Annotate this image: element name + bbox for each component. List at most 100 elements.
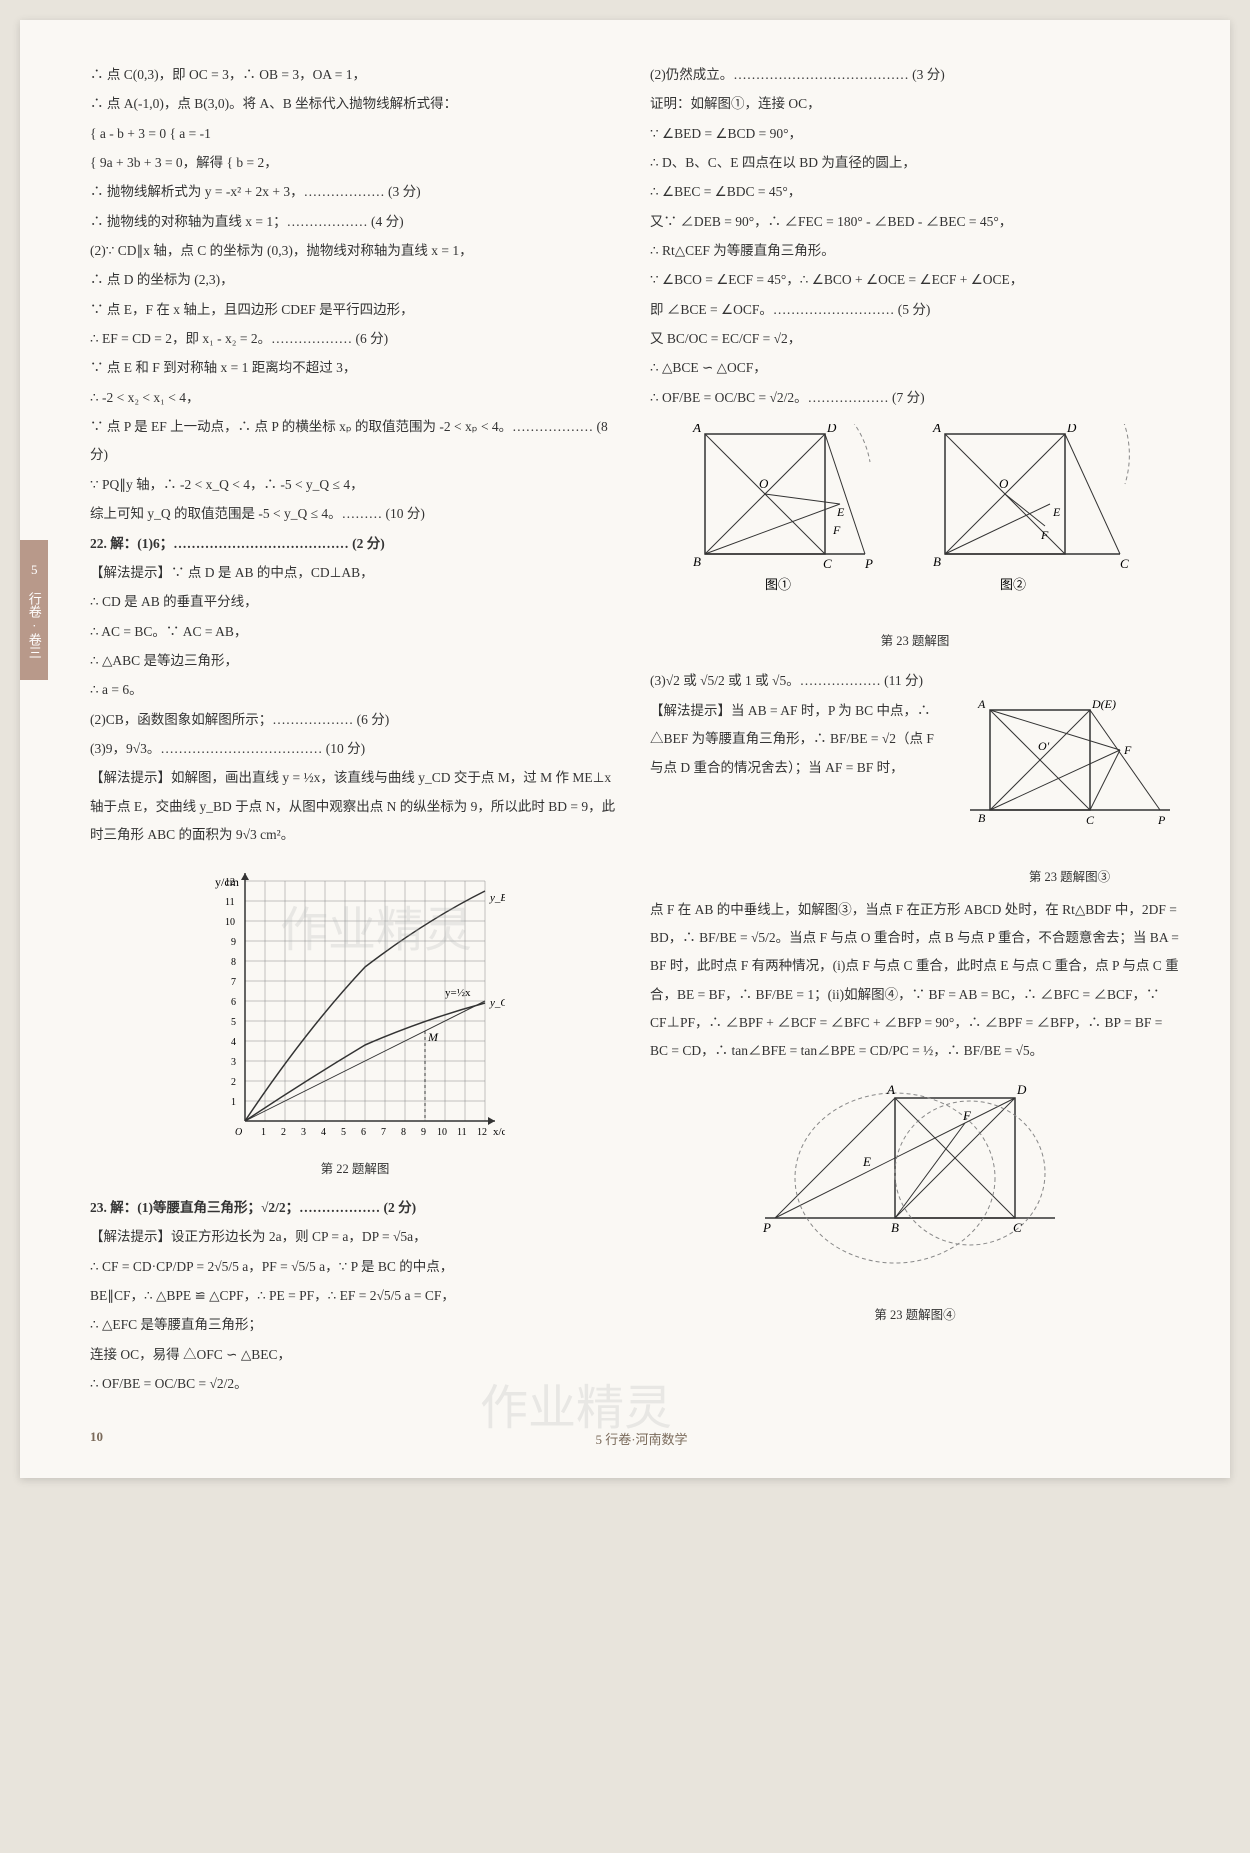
svg-text:C: C (1013, 1220, 1022, 1235)
text-line: ∴ OF/BE = OC/BC = √2/2。 (90, 1370, 620, 1398)
chart-svg: M y/cm y_BD y=½x y_CD 123456789101112 O … (205, 861, 505, 1141)
text-line: ∵ PQ∥y 轴，∴ -2 < x_Q < 4，∴ -5 < y_Q ≤ 4， (90, 471, 620, 499)
svg-text:A: A (692, 424, 701, 435)
q23-header: 23. 解：(1)等腰直角三角形；√2/2；……………… (2 分) (90, 1194, 620, 1222)
svg-text:M: M (427, 1030, 439, 1044)
svg-text:A: A (932, 424, 941, 435)
q22-header: 22. 解：(1)6；………………………………… (2 分) (90, 530, 620, 558)
text-line: 【解法提示】当 AB = AF 时，P 为 BC 中点，∴ △BEF 为等腰直角… (650, 697, 949, 782)
fig-pair-svg: A D B C P O E F 图① (675, 424, 1155, 614)
text-line: ∴ 抛物线的对称轴为直线 x = 1；……………… (4 分) (90, 208, 620, 236)
svg-text:C: C (823, 556, 832, 571)
svg-text:P: P (762, 1220, 771, 1235)
text-line: (2)CB，函数图象如解图所示；……………… (6 分) (90, 706, 620, 734)
svg-text:A: A (886, 1082, 895, 1097)
fig4-svg: A D B C P E F (755, 1078, 1075, 1288)
fig1-label: 图① (765, 577, 791, 592)
text-line: ∵ 点 E 和 F 到对称轴 x = 1 距离均不超过 3， (90, 354, 620, 382)
svg-text:B: B (693, 554, 701, 569)
text-line: BE∥CF，∴ △BPE ≌ △CPF，∴ PE = PF，∴ EF = 2√5… (90, 1282, 620, 1310)
svg-text:O: O (999, 476, 1009, 491)
text-line: 点 F 在 AB 的中垂线上，如解图③，当点 F 在正方形 ABCD 处时，在 … (650, 896, 1180, 1066)
text-line: 综上可知 y_Q 的取值范围是 -5 < y_Q ≤ 4。……… (10 分) (90, 500, 620, 528)
svg-text:B: B (891, 1220, 899, 1235)
svg-text:B: B (978, 811, 986, 825)
text-line: ∴ △BCE ∽ △OCF， (650, 354, 1180, 382)
svg-text:4: 4 (321, 1127, 326, 1138)
svg-text:D: D (1066, 424, 1077, 435)
svg-text:E: E (836, 505, 845, 519)
svg-text:11: 11 (457, 1127, 467, 1138)
svg-text:y_CD: y_CD (489, 997, 505, 1009)
footer-text: 5 行卷·河南数学 (595, 1429, 687, 1448)
svg-text:E: E (1052, 505, 1061, 519)
text-line: ∴ 点 A(-1,0)，点 B(3,0)。将 A、B 坐标代入抛物线解析式得： (90, 90, 620, 118)
svg-text:F: F (1123, 743, 1132, 757)
svg-text:1: 1 (231, 1097, 236, 1108)
svg-text:12: 12 (225, 877, 235, 888)
svg-text:F: F (962, 1108, 972, 1123)
svg-text:8: 8 (231, 957, 236, 968)
text-line: 证明：如解图①，连接 OC， (650, 90, 1180, 118)
fig2-label: 图② (1000, 577, 1026, 592)
q23-fig-pair: A D B C P O E F 图① (650, 424, 1180, 655)
svg-text:F: F (832, 523, 841, 537)
svg-text:P: P (1157, 813, 1166, 827)
text-line: ∴ ∠BEC = ∠BDC = 45°， (650, 178, 1180, 206)
chart-caption: 第 22 题解图 (90, 1156, 620, 1182)
q23-fig4: A D B C P E F 第 23 题解图④ (650, 1078, 1180, 1329)
page: 5 行卷·卷三 作业精灵 作业精灵 ∴ 点 C(0,3)，即 OC = 3，∴ … (20, 20, 1230, 1478)
text-line: ∴ AC = BC。∵ AC = AB， (90, 618, 620, 646)
svg-text:3: 3 (231, 1057, 236, 1068)
svg-text:y_BD: y_BD (489, 892, 505, 904)
fig4-caption: 第 23 题解图④ (650, 1302, 1180, 1328)
text-line: (2)仍然成立。………………………………… (3 分) (650, 61, 1180, 89)
svg-text:E: E (862, 1154, 871, 1169)
svg-text:6: 6 (231, 997, 236, 1008)
columns: ∴ 点 C(0,3)，即 OC = 3，∴ OB = 3，OA = 1， ∴ 点… (90, 60, 1180, 1399)
text-line: (2)∵ CD∥x 轴，点 C 的坐标为 (0,3)，抛物线对称轴为直线 x =… (90, 237, 620, 265)
text-line: ∵ 点 P 是 EF 上一动点，∴ 点 P 的横坐标 xₚ 的取值范围为 -2 … (90, 413, 620, 470)
side-tab: 5 行卷·卷三 (20, 540, 48, 680)
text-line: ∵ ∠BCO = ∠ECF = 45°，∴ ∠BCO + ∠OCE = ∠ECF… (650, 266, 1180, 294)
svg-text:O: O (759, 476, 769, 491)
q23-fig3: A D(E) B C P O' F 第 23 题解图③ (959, 700, 1180, 891)
page-footer: 10 5 行卷·河南数学 (90, 1429, 1180, 1448)
svg-text:5: 5 (341, 1127, 346, 1138)
svg-text:A: A (977, 700, 986, 711)
svg-text:P: P (864, 556, 873, 571)
left-column: ∴ 点 C(0,3)，即 OC = 3，∴ OB = 3，OA = 1， ∴ 点… (90, 60, 620, 1399)
svg-text:C: C (1120, 556, 1129, 571)
text-line: ∴ 抛物线解析式为 y = -x² + 2x + 3，……………… (3 分) (90, 178, 620, 206)
text-line: 【解法提示】∵ 点 D 是 AB 的中点，CD⊥AB， (90, 559, 620, 587)
text-line: ∴ 点 C(0,3)，即 OC = 3，∴ OB = 3，OA = 1， (90, 61, 620, 89)
q22-chart: M y/cm y_BD y=½x y_CD 123456789101112 O … (90, 861, 620, 1182)
svg-text:11: 11 (225, 897, 235, 908)
svg-text:12: 12 (477, 1127, 487, 1138)
text-line: ∴ EF = CD = 2，即 x₁ - x₂ = 2。……………… (6 分) (90, 325, 620, 353)
svg-text:9: 9 (231, 937, 236, 948)
fig-pair-caption: 第 23 题解图 (650, 628, 1180, 654)
svg-text:10: 10 (437, 1127, 447, 1138)
text-line: (3)9，9√3。……………………………… (10 分) (90, 735, 620, 763)
text-line: ∴ OF/BE = OC/BC = √2/2。……………… (7 分) (650, 384, 1180, 412)
svg-text:10: 10 (225, 917, 235, 928)
text-line: ∵ ∠BED = ∠BCD = 90°， (650, 120, 1180, 148)
text-line: ∴ △ABC 是等边三角形， (90, 647, 620, 675)
svg-text:D: D (1016, 1082, 1027, 1097)
svg-text:6: 6 (361, 1127, 366, 1138)
text-line: ∴ D、B、C、E 四点在以 BD 为直径的圆上， (650, 149, 1180, 177)
text-line: { 9a + 3b + 3 = 0，解得 { b = 2， (90, 149, 620, 177)
text-line: (3)√2 或 √5/2 或 1 或 √5。……………… (11 分) (650, 667, 1180, 695)
text-line: ∴ a = 6。 (90, 676, 620, 704)
svg-text:F: F (1040, 528, 1049, 542)
text-line: ∴ Rt△CEF 为等腰直角三角形。 (650, 237, 1180, 265)
text-line: ∴ -2 < x₂ < x₁ < 4， (90, 384, 620, 412)
text-line: 【解法提示】如解图，画出直线 y = ½x，该直线与曲线 y_CD 交于点 M，… (90, 764, 620, 849)
text-line: ∴ 点 D 的坐标为 (2,3)， (90, 266, 620, 294)
text-line: 即 ∠BCE = ∠OCF。……………………… (5 分) (650, 296, 1180, 324)
text-line: ∴ CD 是 AB 的垂直平分线， (90, 588, 620, 616)
svg-text:7: 7 (381, 1127, 386, 1138)
text-line: { a - b + 3 = 0 { a = -1 (90, 120, 620, 148)
svg-text:1: 1 (261, 1127, 266, 1138)
